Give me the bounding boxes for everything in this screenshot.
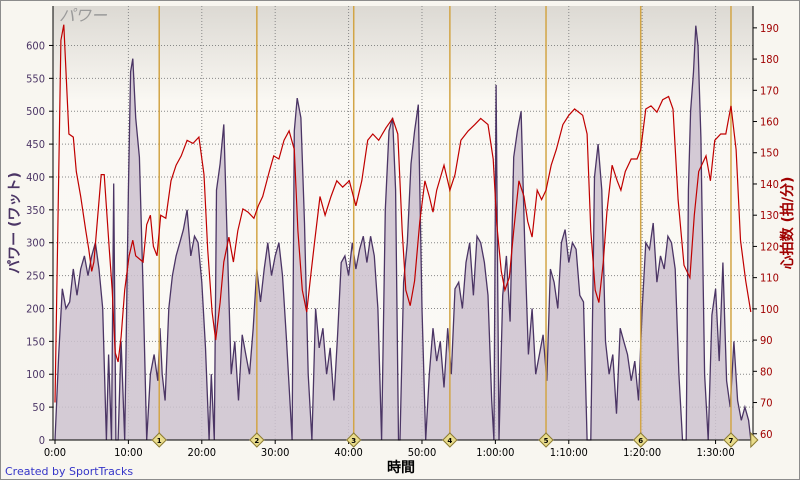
right-y-tick-label: 70 <box>760 397 773 410</box>
right-y-tick-label: 170 <box>760 84 779 97</box>
lap-marker-label: 4 <box>447 437 452 445</box>
left-y-tick-label: 50 <box>32 401 45 414</box>
left-y-tick-label: 150 <box>26 335 45 348</box>
x-tick-label: 20:00 <box>188 446 217 459</box>
heart-rate-series <box>54 24 752 403</box>
lap-marker-diamond-icon <box>346 432 362 448</box>
right-y-tick-label: 110 <box>760 272 779 285</box>
left-y-tick-label: 250 <box>26 270 45 283</box>
right-y-tick-label: 190 <box>760 22 779 35</box>
lap-marker[interactable]: 1 <box>151 432 167 448</box>
grid <box>53 6 753 440</box>
x-tick-label: 1:10:00 <box>550 446 588 459</box>
lap-marker-diamond-icon <box>632 432 649 448</box>
right-axis-label: 心拍数 (拍/分) <box>779 177 796 270</box>
right-y-tick-label: 80 <box>760 365 773 378</box>
lap-marker-diamond-icon <box>442 432 458 448</box>
lap-marker-diamond-icon <box>151 432 167 448</box>
axes: 0:00 10:00 20:00 30:00 40:00 50:00 1:00:00 1:10… <box>26 6 779 459</box>
lap-marker-label: 7 <box>729 437 734 445</box>
lap-marker[interactable]: 6 <box>632 432 649 448</box>
heart-rate-line <box>54 24 752 403</box>
left-y-tick-label: 600 <box>26 39 45 52</box>
lap-marker-label: 5 <box>544 437 549 445</box>
right-y-tick-label: 120 <box>760 240 779 253</box>
left-y-tick-label: 350 <box>26 204 45 217</box>
lap-marker-diamond-icon <box>249 432 265 448</box>
end-marker-icon[interactable] <box>750 431 759 449</box>
lap-marker-diamond-icon <box>723 432 739 448</box>
left-axis-label: パワー (ワット) <box>7 172 23 274</box>
lap-marker-label: 1 <box>157 437 162 445</box>
lap-marker-diamond-icon <box>538 432 554 448</box>
right-y-tick-label: 140 <box>760 178 779 191</box>
right-y-tick-label: 180 <box>760 53 779 66</box>
right-y-tick-label: 150 <box>760 147 779 160</box>
x-tick-label: 10:00 <box>114 446 143 459</box>
lap-marker[interactable]: 3 <box>346 432 362 448</box>
right-y-tick-label: 160 <box>760 116 779 129</box>
x-tick-label: 40:00 <box>334 446 363 459</box>
created-by-sporttracks-link[interactable]: Created by SportTracks <box>5 465 134 478</box>
right-y-tick-label: 90 <box>760 334 773 347</box>
lap-marker-label: 2 <box>254 437 259 445</box>
left-y-tick-label: 300 <box>26 237 45 250</box>
right-y-tick-label: 100 <box>760 303 779 316</box>
lap-marker[interactable]: 4 <box>442 432 458 448</box>
right-y-tick-label: 60 <box>760 428 773 441</box>
x-tick-label: 1:00:00 <box>476 446 514 459</box>
power-area <box>55 25 751 440</box>
lap-marker[interactable]: 5 <box>538 432 554 448</box>
left-y-tick-label: 0 <box>39 434 45 447</box>
left-y-tick-label: 200 <box>26 302 45 315</box>
x-axis-label: 時間 <box>387 459 415 476</box>
left-y-tick-label: 550 <box>26 72 45 85</box>
lap-lines <box>158 6 732 440</box>
right-y-tick-label: 130 <box>760 209 779 222</box>
lap-marker-label: 6 <box>638 437 643 445</box>
left-y-tick-label: 400 <box>26 171 45 184</box>
lap-marker[interactable]: 7 <box>723 432 739 448</box>
x-tick-label: 0:00 <box>44 446 66 459</box>
left-y-tick-label: 100 <box>26 368 45 381</box>
x-tick-label: 1:30:00 <box>696 446 734 459</box>
x-tick-label: 1:20:00 <box>623 446 661 459</box>
lap-marker-label: 3 <box>351 437 356 445</box>
chart-title: パワー <box>59 6 108 25</box>
left-y-tick-label: 450 <box>26 138 45 151</box>
left-y-tick-label: 500 <box>26 105 45 118</box>
x-tick-label: 30:00 <box>261 446 290 459</box>
lap-marker[interactable]: 2 <box>249 432 265 448</box>
x-tick-label: 50:00 <box>408 446 437 459</box>
